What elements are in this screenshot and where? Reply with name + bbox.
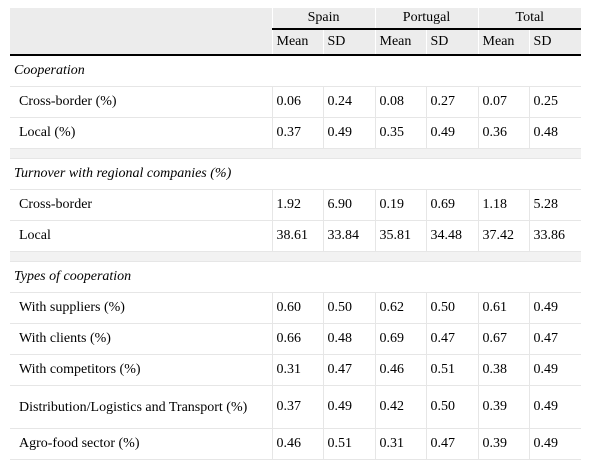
value-cell: 0.69 xyxy=(374,323,427,355)
table-row: Cross-border 1.92 6.90 0.19 0.69 1.18 5.28 xyxy=(10,189,582,221)
section-title: Cooperation xyxy=(10,55,582,87)
row-label: Local xyxy=(10,220,272,252)
value-cell: 0.31 xyxy=(271,354,323,386)
value-cell: 0.35 xyxy=(374,117,427,149)
value-cell: 38.61 xyxy=(271,220,323,252)
row-label: With suppliers (%) xyxy=(10,292,272,324)
value-cell: 35.81 xyxy=(374,220,427,252)
value-cell: 0.07 xyxy=(477,86,530,118)
section-title: Turnover with regional companies (%) xyxy=(10,158,582,190)
value-cell: 0.49 xyxy=(528,385,582,429)
section-spacer-cell xyxy=(10,251,582,262)
value-cell: 0.39 xyxy=(477,385,530,429)
value-cell: 0.50 xyxy=(425,385,479,429)
table-header: Spain Portugal Total Mean SD Mean SD Mea… xyxy=(10,8,582,56)
row-label: Local (%) xyxy=(10,117,272,149)
table-row: Agro-food sector (%) 0.46 0.51 0.31 0.47 0.39… xyxy=(10,428,582,460)
table-row: With clients (%) 0.66 0.48 0.69 0.47 0.67 0.47 xyxy=(10,323,582,355)
table-body: Cooperation Cross-border (%) 0.06 0.24 0.08 0… xyxy=(10,55,582,460)
header-corner xyxy=(10,8,272,29)
value-cell: 0.27 xyxy=(425,86,479,118)
value-cell: 0.24 xyxy=(322,86,376,118)
value-cell: 0.38 xyxy=(477,354,530,386)
row-label: Cross-border (%) xyxy=(10,86,272,118)
table-row: Cross-border (%) 0.06 0.24 0.08 0.27 0.07 0.25 xyxy=(10,86,582,118)
value-cell: 0.49 xyxy=(528,354,582,386)
value-cell: 0.62 xyxy=(374,292,427,324)
row-label: Cross-border xyxy=(10,189,272,221)
col-header-spain-mean: Mean xyxy=(271,29,323,56)
stats-table-container: Spain Portugal Total Mean SD Mean SD Mea… xyxy=(10,8,582,460)
value-cell: 0.67 xyxy=(477,323,530,355)
value-cell: 0.49 xyxy=(425,117,479,149)
value-cell: 1.18 xyxy=(477,189,530,221)
value-cell: 0.66 xyxy=(271,323,323,355)
value-cell: 33.86 xyxy=(528,220,582,252)
value-cell: 0.69 xyxy=(425,189,479,221)
value-cell: 0.08 xyxy=(374,86,427,118)
section-header-row: Turnover with regional companies (%) xyxy=(10,158,582,190)
value-cell: 0.36 xyxy=(477,117,530,149)
col-header-total-mean: Mean xyxy=(477,29,530,56)
value-cell: 34.48 xyxy=(425,220,479,252)
row-label: With clients (%) xyxy=(10,323,272,355)
row-label: Agro-food sector (%) xyxy=(10,428,272,460)
value-cell: 0.46 xyxy=(374,354,427,386)
section-spacer-cell xyxy=(10,148,582,159)
value-cell: 0.31 xyxy=(374,428,427,460)
value-cell: 33.84 xyxy=(322,220,376,252)
value-cell: 0.47 xyxy=(528,323,582,355)
value-cell: 0.51 xyxy=(425,354,479,386)
value-cell: 37.42 xyxy=(477,220,530,252)
value-cell: 0.48 xyxy=(322,323,376,355)
table-row: With suppliers (%) 0.60 0.50 0.62 0.50 0.61 0.… xyxy=(10,292,582,324)
section-header-row: Types of cooperation xyxy=(10,261,582,293)
value-cell: 0.51 xyxy=(322,428,376,460)
col-header-spain-sd: SD xyxy=(322,29,376,56)
value-cell: 0.39 xyxy=(477,428,530,460)
value-cell: 0.48 xyxy=(528,117,582,149)
value-cell: 0.47 xyxy=(425,323,479,355)
section-spacer xyxy=(10,148,582,159)
stats-table: Spain Portugal Total Mean SD Mean SD Mea… xyxy=(10,8,582,460)
section-header-row: Cooperation xyxy=(10,55,582,87)
table-row: With competitors (%) 0.31 0.47 0.46 0.51 0.38… xyxy=(10,354,582,386)
section-title: Types of cooperation xyxy=(10,261,582,293)
value-cell: 1.92 xyxy=(271,189,323,221)
value-cell: 0.42 xyxy=(374,385,427,429)
value-cell: 0.49 xyxy=(322,385,376,429)
value-cell: 0.37 xyxy=(271,117,323,149)
row-label: Distribution/Logistics and Transport (%) xyxy=(10,385,272,429)
value-cell: 0.49 xyxy=(528,292,582,324)
value-cell: 0.60 xyxy=(271,292,323,324)
value-cell: 0.61 xyxy=(477,292,530,324)
col-header-portugal-mean: Mean xyxy=(374,29,427,56)
header-corner-lower xyxy=(10,29,272,56)
row-label: With competitors (%) xyxy=(10,354,272,386)
value-cell: 0.49 xyxy=(322,117,376,149)
col-header-total-sd: SD xyxy=(528,29,582,56)
col-group-total: Total xyxy=(477,8,582,30)
value-cell: 0.19 xyxy=(374,189,427,221)
value-cell: 0.06 xyxy=(271,86,323,118)
value-cell: 0.50 xyxy=(425,292,479,324)
section-spacer xyxy=(10,251,582,262)
col-group-portugal: Portugal xyxy=(374,8,479,30)
table-row: Local (%) 0.37 0.49 0.35 0.49 0.36 0.48 xyxy=(10,117,582,149)
value-cell: 0.49 xyxy=(528,428,582,460)
value-cell: 0.37 xyxy=(271,385,323,429)
col-group-spain: Spain xyxy=(271,8,376,30)
value-cell: 5.28 xyxy=(528,189,582,221)
value-cell: 0.47 xyxy=(425,428,479,460)
table-row: Distribution/Logistics and Transport (%)… xyxy=(10,385,582,429)
value-cell: 6.90 xyxy=(322,189,376,221)
value-cell: 0.50 xyxy=(322,292,376,324)
table-row: Local 38.61 33.84 35.81 34.48 37.42 33.86 xyxy=(10,220,582,252)
col-header-portugal-sd: SD xyxy=(425,29,479,56)
value-cell: 0.47 xyxy=(322,354,376,386)
value-cell: 0.46 xyxy=(271,428,323,460)
value-cell: 0.25 xyxy=(528,86,582,118)
